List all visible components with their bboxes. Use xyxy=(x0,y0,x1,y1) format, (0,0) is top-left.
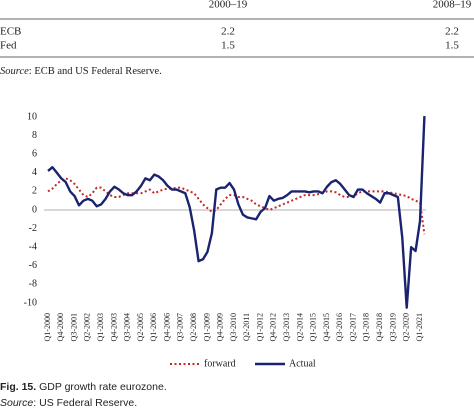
x-tick-label: Q3-2016 xyxy=(335,313,344,341)
caption-source: Source: US Federal Reserve. xyxy=(0,397,137,409)
x-tick-label: Q1-2018 xyxy=(362,313,371,341)
x-tick-label: Q2-2005 xyxy=(136,313,145,341)
legend-label: Actual xyxy=(289,358,316,369)
cell: 2.2 xyxy=(221,26,235,38)
source-label: Source xyxy=(0,397,33,409)
legend-label: forward xyxy=(204,358,236,369)
table-source: Source: ECB and US Federal Reserve. xyxy=(0,66,162,77)
x-tick-label: Q3-2001 xyxy=(69,313,78,341)
column-header: 2008–19 xyxy=(433,0,472,11)
source-label: Source xyxy=(0,66,29,77)
x-tick-label: Q1-2021 xyxy=(415,313,424,341)
y-tick-label: -10 xyxy=(24,297,37,308)
x-tick-label: Q2-2008 xyxy=(189,313,198,341)
y-tick-label: -2 xyxy=(29,223,37,234)
x-tick-label: Q4-2015 xyxy=(322,313,331,341)
x-tick-label: Q2-2011 xyxy=(242,313,251,341)
x-tick-label: Q1-2006 xyxy=(149,313,158,341)
x-tick-label: Q4-2009 xyxy=(216,313,225,341)
y-tick-label: -6 xyxy=(29,260,37,271)
x-tick-label: Q3-2004 xyxy=(123,313,132,341)
x-tick-label: Q2-2014 xyxy=(295,313,304,341)
source-text: : US Federal Reserve. xyxy=(33,397,137,409)
cell: 2.2 xyxy=(445,26,459,38)
x-tick-label: Q1-2009 xyxy=(202,313,211,341)
x-tick-label: Q4-2003 xyxy=(109,313,118,341)
x-tick-label: Q4-2018 xyxy=(375,313,384,341)
x-tick-label: Q3-2019 xyxy=(388,313,397,341)
caption: Fig. 15. GDP growth rate eurozone. xyxy=(0,381,167,393)
x-tick-label: Q2-2002 xyxy=(83,313,92,341)
line-series xyxy=(47,177,426,235)
y-tick-label: 6 xyxy=(32,148,37,159)
y-tick-label: -8 xyxy=(29,279,37,290)
caption-text: GDP growth rate eurozone. xyxy=(36,381,167,393)
source-text: : ECB and US Federal Reserve. xyxy=(29,66,162,77)
x-tick-label: Q2-2017 xyxy=(348,313,357,341)
row-label: Fed xyxy=(0,40,17,52)
x-tick-label: Q3-2010 xyxy=(229,313,238,341)
x-tick-label: Q4-2000 xyxy=(56,313,65,341)
x-tick-label: Q3-2007 xyxy=(176,313,185,341)
x-tick-label: Q3-2013 xyxy=(282,313,291,341)
y-tick-label: 8 xyxy=(32,130,37,141)
x-tick-label: Q2-2020 xyxy=(402,313,411,341)
column-header: 2000–19 xyxy=(209,0,248,11)
x-tick-label: Q1-2012 xyxy=(255,313,264,341)
y-tick-label: 2 xyxy=(32,186,37,197)
y-tick-label: 4 xyxy=(32,167,37,178)
cell: 1.5 xyxy=(445,40,459,52)
row-label: ECB xyxy=(0,26,21,38)
y-tick-label: 0 xyxy=(32,204,37,215)
y-tick-label: -4 xyxy=(29,241,37,252)
caption-label: Fig. 15. xyxy=(0,381,36,393)
x-tick-label: Q1-2015 xyxy=(309,313,318,341)
x-tick-label: Q1-2003 xyxy=(96,313,105,341)
x-tick-label: Q4-2006 xyxy=(162,313,171,341)
y-tick-label: 10 xyxy=(27,111,37,122)
x-tick-label: Q4-2012 xyxy=(269,313,278,341)
cell: 1.5 xyxy=(221,40,235,52)
x-tick-label: Q1-2000 xyxy=(43,313,52,341)
line-series xyxy=(47,116,426,309)
